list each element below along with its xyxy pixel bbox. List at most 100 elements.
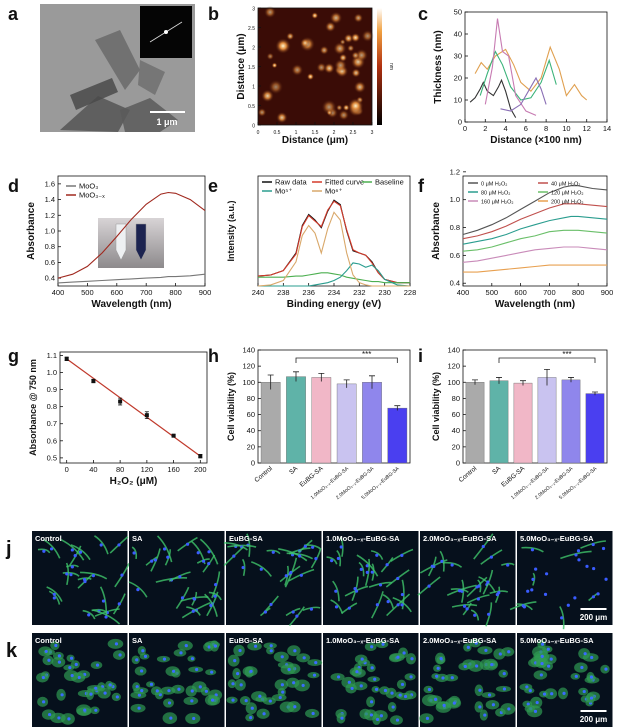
cell bbox=[288, 568, 315, 582]
nucleus bbox=[167, 701, 172, 705]
vial bbox=[135, 223, 147, 261]
nucleus bbox=[543, 592, 548, 596]
nucleus bbox=[180, 596, 185, 600]
nucleus bbox=[535, 700, 539, 705]
legend-label: Mo⁶⁺ bbox=[325, 187, 343, 196]
nucleus bbox=[299, 573, 303, 577]
nucleus bbox=[104, 615, 108, 619]
x-tick-label: 1 bbox=[295, 130, 298, 136]
nucleus bbox=[475, 664, 479, 668]
nucleus bbox=[41, 675, 45, 680]
cell bbox=[580, 540, 606, 549]
cell bbox=[181, 602, 211, 619]
nucleus bbox=[528, 689, 532, 693]
nucleus bbox=[395, 718, 400, 722]
cell bbox=[199, 538, 219, 565]
x-axis-title: H₂O₂ (μM) bbox=[110, 476, 158, 487]
nucleus bbox=[108, 683, 112, 687]
nucleus bbox=[289, 570, 293, 575]
colorbar bbox=[377, 8, 382, 125]
nucleus bbox=[506, 563, 510, 567]
x-tick-label: 2 bbox=[333, 130, 336, 136]
afm-spot bbox=[300, 38, 310, 48]
cell bbox=[46, 586, 63, 602]
micrograph bbox=[323, 531, 419, 625]
y-tick-label: 1.1 bbox=[47, 351, 57, 360]
nucleus bbox=[391, 705, 395, 709]
cell bbox=[310, 549, 322, 569]
nucleus bbox=[301, 683, 305, 688]
cell bbox=[332, 580, 340, 602]
afm-spot bbox=[347, 97, 364, 114]
panel-label: a bbox=[8, 4, 19, 24]
nucleus bbox=[214, 583, 218, 587]
nucleus bbox=[89, 692, 93, 696]
nucleus bbox=[481, 544, 485, 549]
nucleus bbox=[137, 706, 141, 710]
cell bbox=[336, 550, 342, 567]
nucleus bbox=[241, 565, 245, 570]
nucleus bbox=[375, 553, 379, 557]
nucleus bbox=[390, 691, 394, 695]
data-point bbox=[198, 454, 203, 459]
nucleus bbox=[87, 613, 91, 617]
error-bar bbox=[520, 380, 526, 386]
afm-spot bbox=[268, 79, 284, 95]
y-tick-label: 0.5 bbox=[248, 104, 255, 110]
nucleus bbox=[370, 700, 374, 704]
bar bbox=[362, 382, 382, 464]
bar bbox=[260, 382, 281, 464]
nucleus bbox=[287, 667, 291, 672]
nucleus bbox=[78, 550, 83, 554]
series-line bbox=[462, 215, 608, 245]
nucleus bbox=[502, 687, 507, 691]
panel-label: b bbox=[208, 4, 219, 24]
error-bar bbox=[318, 373, 325, 382]
series-line bbox=[462, 185, 608, 236]
y-tick-label: 1.2 bbox=[450, 167, 460, 176]
bar bbox=[561, 379, 581, 464]
nucleus bbox=[574, 553, 578, 557]
x-tick-label: 228 bbox=[404, 288, 417, 297]
cell bbox=[341, 602, 358, 614]
nucleus bbox=[190, 699, 194, 703]
colorbar-label: nm bbox=[388, 63, 394, 70]
nucleus bbox=[280, 655, 284, 659]
cell bbox=[168, 571, 191, 582]
nucleus bbox=[359, 684, 363, 688]
panel-label: d bbox=[8, 176, 19, 196]
nucleus bbox=[115, 695, 119, 699]
significance-bracket bbox=[295, 357, 398, 363]
afm-spot bbox=[266, 52, 275, 61]
inset-photo bbox=[98, 218, 164, 268]
nucleus bbox=[427, 584, 431, 588]
error-bar bbox=[472, 379, 478, 385]
nucleus bbox=[250, 706, 254, 710]
y-tick-label: 120 bbox=[447, 362, 460, 371]
nucleus bbox=[502, 672, 506, 676]
cell bbox=[446, 584, 477, 596]
nucleus bbox=[591, 595, 596, 599]
nucleus bbox=[490, 662, 494, 667]
y-tick-label: 1.4 bbox=[45, 195, 55, 204]
nucleus bbox=[383, 688, 388, 693]
nucleus bbox=[489, 555, 493, 559]
significance-label: *** bbox=[562, 350, 571, 359]
nucleus bbox=[355, 670, 359, 674]
afm-spot bbox=[257, 107, 267, 117]
cell bbox=[223, 542, 248, 551]
nucleus bbox=[396, 655, 400, 659]
nucleus bbox=[339, 545, 343, 549]
micrograph-label: 1.0MoO₃₋ₓ-EuBG-SA bbox=[326, 534, 400, 543]
panel-label: i bbox=[418, 346, 423, 366]
nucleus bbox=[249, 669, 253, 673]
nucleus bbox=[540, 654, 544, 658]
afm-spot bbox=[324, 21, 336, 33]
afm-spot bbox=[271, 62, 278, 69]
cell bbox=[69, 545, 82, 566]
nucleus bbox=[462, 604, 467, 608]
cell bbox=[92, 609, 121, 625]
nucleus bbox=[530, 588, 534, 592]
cell bbox=[401, 579, 405, 610]
